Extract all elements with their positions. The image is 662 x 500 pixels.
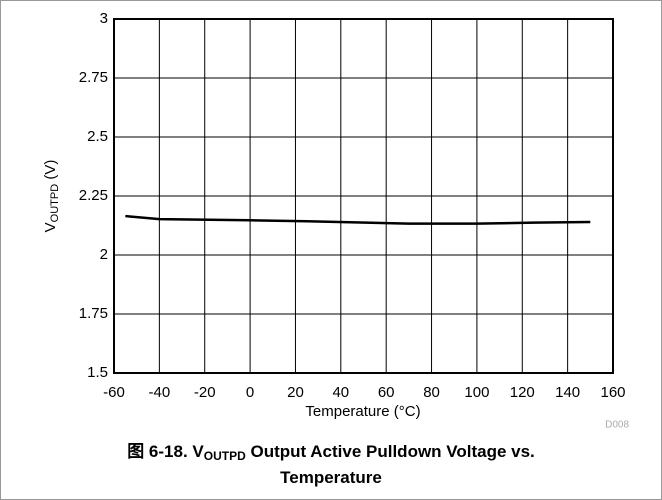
caption-rest: Output Active Pulldown Voltage vs. Tempe… (245, 442, 535, 487)
y-axis-label: VOUTPD (V) (42, 160, 61, 233)
x-tick-label: 120 (510, 384, 535, 401)
x-tick-label: 100 (464, 384, 489, 401)
line (125, 214, 591, 225)
plot-frame (113, 18, 614, 374)
y-label-main: V (42, 222, 59, 232)
y-label-sub: OUTPD (49, 184, 61, 223)
x-tick-label: 0 (246, 384, 254, 401)
chart: VOUTPD (V) Temperature (°C) D008 1.5 1.75… (42, 10, 629, 431)
caption-prefix: 图 6-18. V (127, 442, 204, 461)
y-tick-label: 2.75 (79, 69, 108, 86)
y-tick-label: 1.5 (87, 364, 108, 381)
y-tick-label: 1.75 (79, 305, 108, 322)
y-tick-label: 2.5 (87, 128, 108, 145)
x-tick-label: 80 (423, 384, 440, 401)
caption-sub: OUTPD (203, 449, 246, 463)
x-tick-label: -40 (149, 384, 171, 401)
code: D008 (605, 420, 629, 431)
y-tick-label: 2 (100, 246, 108, 263)
x-axis-label: Temperature (°C) (305, 403, 420, 420)
x-tick-label: 140 (555, 384, 580, 401)
y-label-unit: (V) (42, 160, 59, 184)
x-tick-label: -20 (194, 384, 216, 401)
x-tick-label: 20 (287, 384, 304, 401)
caption: 图 6-18. VOUTPD Output Active Pulldown Vo… (111, 441, 551, 489)
x-tick-label: 60 (378, 384, 395, 401)
y-tick-label: 2.25 (79, 187, 108, 204)
y-tick-label: 3 (100, 10, 108, 27)
x-tick-label: -60 (103, 384, 125, 401)
x-tick-label: 160 (600, 384, 625, 401)
x-tick-label: 40 (332, 384, 349, 401)
